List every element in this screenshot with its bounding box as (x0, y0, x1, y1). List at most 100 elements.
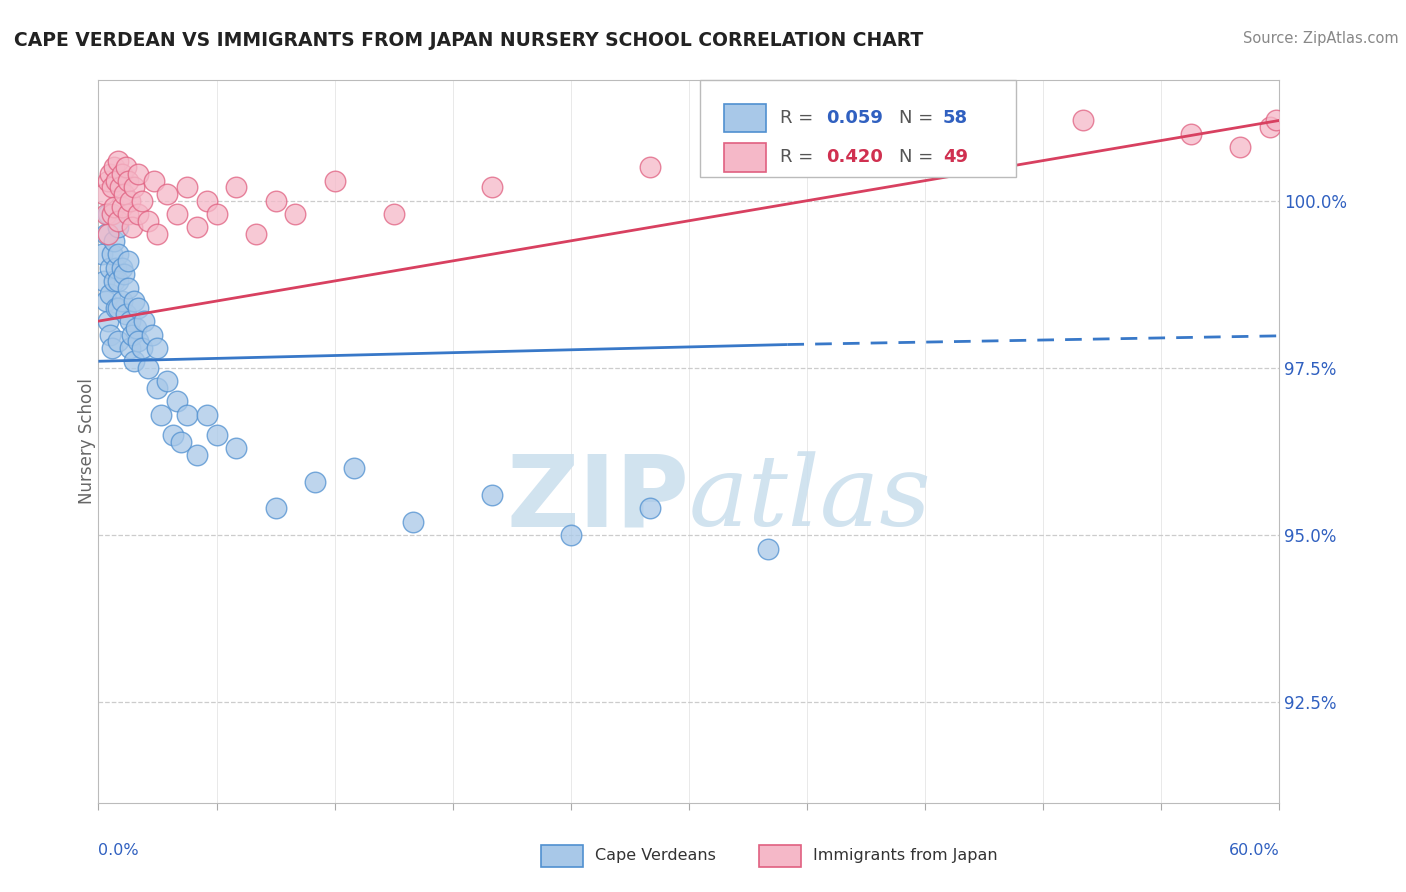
Point (117, 207, 139, 221)
Point (117, 253, 139, 268)
Point (205, 207, 228, 221)
Point (382, 207, 405, 221)
Text: R =: R = (780, 109, 818, 127)
Text: Source: ZipAtlas.com: Source: ZipAtlas.com (1243, 31, 1399, 46)
Point (146, 341, 169, 355)
Point (98, 287, 121, 301)
Point (343, 461, 366, 475)
Point (105, 301, 128, 315)
Point (111, 293, 134, 308)
Text: ZIP: ZIP (506, 450, 689, 548)
Point (136, 360, 159, 375)
Point (264, 501, 287, 516)
Point (111, 200, 134, 214)
Point (107, 153, 129, 168)
Point (481, 180, 503, 194)
Point (1258, 120, 1281, 134)
Point (1229, 140, 1251, 154)
Point (107, 301, 129, 315)
Point (304, 475, 326, 489)
Point (103, 234, 125, 248)
Point (105, 260, 128, 275)
Point (108, 180, 131, 194)
Point (107, 220, 129, 235)
Point (97, 174, 120, 188)
Point (402, 515, 425, 529)
Point (103, 200, 125, 214)
Text: 49: 49 (943, 148, 967, 166)
Point (205, 427, 228, 442)
Point (118, 314, 141, 328)
Point (914, 127, 936, 141)
Text: 0.420: 0.420 (827, 148, 883, 166)
Point (107, 334, 129, 348)
Point (97, 314, 120, 328)
Point (756, 541, 779, 556)
Point (1180, 127, 1202, 141)
Point (638, 501, 661, 516)
Point (93, 274, 115, 288)
Point (118, 341, 141, 355)
Point (91, 247, 114, 261)
Text: N =: N = (900, 148, 939, 166)
Text: atlas: atlas (689, 451, 932, 547)
Point (117, 174, 139, 188)
Point (776, 140, 799, 154)
Text: 60.0%: 60.0% (1229, 843, 1279, 858)
Point (117, 280, 139, 294)
Point (131, 341, 153, 355)
Point (186, 448, 208, 462)
Point (264, 194, 287, 208)
Point (132, 314, 155, 328)
Point (176, 180, 198, 194)
Text: R =: R = (780, 148, 818, 166)
Text: 0.059: 0.059 (827, 109, 883, 127)
Point (98, 327, 121, 342)
Point (101, 341, 124, 355)
Point (96, 227, 118, 241)
Point (98, 167, 121, 181)
Point (127, 167, 149, 181)
Point (150, 408, 173, 422)
Point (111, 260, 134, 275)
Point (96, 207, 118, 221)
Point (127, 207, 149, 221)
Point (481, 488, 503, 502)
Point (284, 207, 307, 221)
Point (103, 274, 125, 288)
Point (323, 174, 346, 188)
Point (225, 441, 247, 455)
Point (1264, 113, 1286, 128)
Point (195, 194, 218, 208)
Point (162, 427, 184, 442)
Text: CAPE VERDEAN VS IMMIGRANTS FROM JAPAN NURSERY SCHOOL CORRELATION CHART: CAPE VERDEAN VS IMMIGRANTS FROM JAPAN NU… (14, 31, 924, 50)
Text: 0.0%: 0.0% (98, 843, 139, 858)
Point (125, 321, 148, 335)
Point (166, 394, 188, 409)
Text: N =: N = (900, 109, 939, 127)
Point (122, 180, 145, 194)
Point (112, 187, 135, 202)
Point (156, 374, 179, 388)
Point (101, 207, 124, 221)
Point (107, 274, 129, 288)
Point (186, 220, 208, 235)
Point (560, 528, 582, 542)
Point (136, 213, 159, 227)
Point (638, 161, 661, 175)
Point (97, 207, 120, 221)
Point (115, 308, 138, 322)
Point (103, 161, 125, 175)
Point (141, 327, 163, 342)
Point (245, 227, 267, 241)
Point (131, 194, 153, 208)
Point (122, 293, 145, 308)
Y-axis label: Nursery School: Nursery School (79, 378, 96, 505)
Point (111, 167, 134, 181)
Point (115, 161, 138, 175)
Text: 58: 58 (943, 109, 967, 127)
Point (127, 301, 149, 315)
Point (107, 213, 129, 227)
Text: Cape Verdeans: Cape Verdeans (595, 848, 716, 863)
Point (142, 174, 165, 188)
